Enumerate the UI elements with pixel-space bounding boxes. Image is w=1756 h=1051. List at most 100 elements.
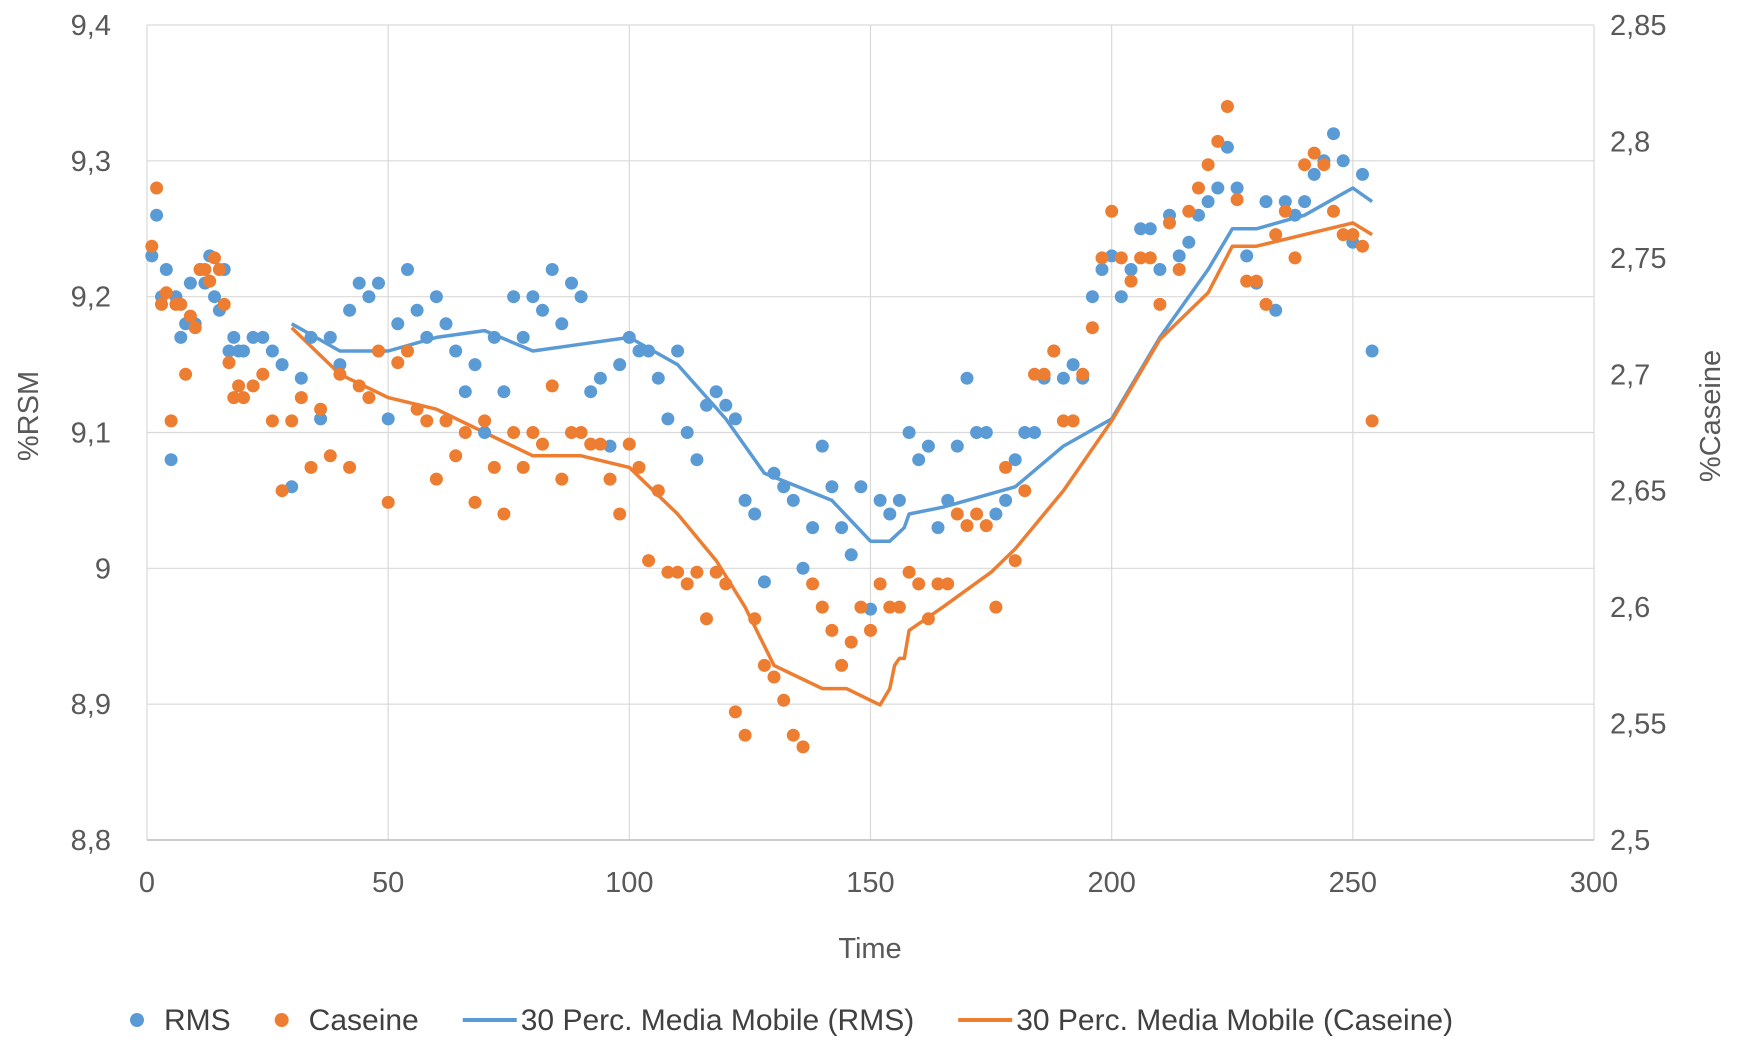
data-point <box>174 297 188 311</box>
data-point <box>275 358 289 372</box>
data-point <box>555 472 569 486</box>
data-point <box>203 274 217 288</box>
data-point <box>526 426 540 439</box>
data-point <box>1220 140 1234 154</box>
y-left-tick-label: 9,2 <box>71 282 111 314</box>
data-point <box>757 658 771 672</box>
data-point <box>1114 251 1128 265</box>
data-point <box>728 412 742 426</box>
data-point <box>420 414 434 428</box>
data-point <box>748 612 762 626</box>
data-point <box>593 437 607 451</box>
series-line <box>290 221 1374 707</box>
data-point <box>183 309 197 323</box>
x-tick-label: 200 <box>1087 867 1135 899</box>
data-point <box>1085 321 1099 335</box>
data-point <box>449 449 463 463</box>
data-point <box>179 367 193 381</box>
data-point <box>912 577 926 591</box>
data-point <box>593 371 607 385</box>
data-point <box>420 330 434 344</box>
data-point <box>381 412 395 426</box>
x-axis-title: Time <box>838 933 901 965</box>
data-point <box>970 426 984 439</box>
data-point <box>1298 158 1312 172</box>
data-point <box>198 263 212 276</box>
data-point <box>164 414 178 428</box>
data-point <box>671 344 685 358</box>
data-point <box>748 507 762 521</box>
data-point <box>1317 158 1331 172</box>
data-point <box>1269 228 1283 242</box>
data-point <box>960 371 974 385</box>
y-left-axis-title: %RSM <box>13 371 45 461</box>
data-point <box>989 600 1003 614</box>
data-point <box>1307 146 1321 160</box>
data-point <box>1259 297 1273 311</box>
data-point <box>806 577 820 591</box>
x-tick-label: 300 <box>1570 867 1618 899</box>
data-point <box>227 330 241 344</box>
data-point <box>314 412 328 426</box>
data-point <box>921 612 935 626</box>
data-point <box>304 330 318 344</box>
data-point <box>222 344 236 358</box>
data-point <box>603 472 617 486</box>
data-point <box>164 453 178 467</box>
data-point <box>1047 344 1061 358</box>
legend-label: RMS <box>164 1004 231 1037</box>
legend-label: 30 Perc. Media Mobile (RMS) <box>521 1004 914 1037</box>
data-point <box>970 507 984 521</box>
data-point <box>265 414 279 428</box>
data-point <box>343 460 357 474</box>
data-point <box>1201 158 1215 172</box>
data-point <box>256 330 270 344</box>
data-point <box>362 391 376 405</box>
data-point <box>555 317 569 331</box>
data-point <box>565 426 578 439</box>
data-point <box>854 600 868 614</box>
data-point <box>931 521 945 535</box>
data-point <box>844 635 858 649</box>
x-tick-label: 100 <box>605 867 653 899</box>
data-point <box>294 391 308 405</box>
data-point <box>1095 251 1109 265</box>
data-point <box>786 728 800 742</box>
data-point <box>516 330 530 344</box>
data-point <box>516 460 530 474</box>
data-point <box>584 437 598 451</box>
data-point <box>902 426 916 439</box>
data-point <box>410 402 424 416</box>
data-point <box>410 303 424 317</box>
data-point <box>844 548 858 562</box>
data-point <box>1230 181 1244 195</box>
data-point <box>429 290 443 304</box>
y-right-tick-label: 2,85 <box>1610 10 1666 42</box>
data-point <box>1327 127 1340 141</box>
data-point <box>1124 274 1138 288</box>
data-point <box>478 414 492 428</box>
data-point <box>892 493 906 507</box>
data-point <box>767 466 781 480</box>
y-right-tick-label: 2,55 <box>1610 709 1666 741</box>
y-right-tick-label: 2,7 <box>1610 359 1650 391</box>
data-point <box>145 239 159 253</box>
data-point <box>208 251 221 265</box>
data-point <box>921 439 935 453</box>
data-point <box>536 303 549 317</box>
data-point <box>526 290 540 304</box>
data-point <box>222 356 236 370</box>
data-point <box>738 728 752 742</box>
data-point <box>362 290 376 304</box>
data-point <box>1008 453 1022 467</box>
data-point <box>912 453 926 467</box>
data-point <box>545 263 559 276</box>
data-point <box>1066 414 1080 428</box>
data-point <box>796 740 810 754</box>
y-left-tick-label: 9,4 <box>71 10 111 42</box>
data-point <box>825 480 839 494</box>
data-point <box>680 426 694 439</box>
data-point <box>1134 251 1148 265</box>
data-point <box>777 480 791 494</box>
series-line <box>290 186 1374 543</box>
